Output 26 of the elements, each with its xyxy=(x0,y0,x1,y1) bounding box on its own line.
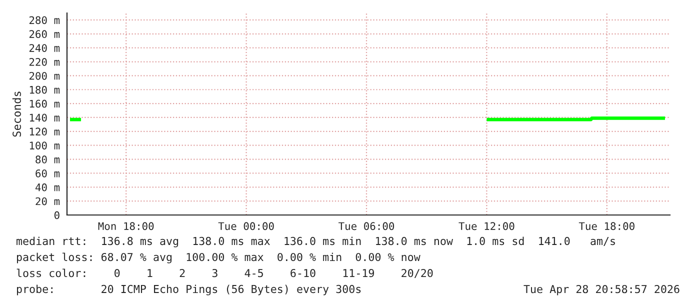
y-tick-label: 0 xyxy=(54,211,60,220)
y-tick-label: 200 m xyxy=(29,72,60,80)
y-tick-label: 160 m xyxy=(30,100,60,108)
text: median rtt: 136.8 ms avg 138.0 ms max 136.0 ms min 138.0 ms now 1.0 ms sd 141.0 am/s xyxy=(16,236,615,248)
x-tick-label: Tue 12:00 xyxy=(458,222,514,230)
y-tick-label: 80 m xyxy=(36,156,60,164)
y-tick-label: 120 m xyxy=(30,128,60,136)
y-axis-title: Seconds xyxy=(12,92,21,137)
y-tick-label: 280 m xyxy=(29,16,60,24)
x-tick-label: Tue 06:00 xyxy=(338,222,394,230)
y-tick-label: 100 m xyxy=(30,142,60,150)
x-tick-label: Tue 00:00 xyxy=(218,222,274,230)
y-tick-label: 60 m xyxy=(36,169,60,178)
x-tick-label: Tue 18:00 xyxy=(578,222,634,230)
text: loss color: 0 1 2 3 4-5 6-10 11-19 20/20 xyxy=(16,268,433,278)
y-tick-label: 180 m xyxy=(30,86,60,94)
text: Tue Apr 28 20:58:57 2026 xyxy=(524,284,680,296)
text: packet loss: 68.07 % avg 100.00 % max 0.00 % min 0.00 % now xyxy=(17,252,420,264)
y-tick-label: 220 m xyxy=(29,58,60,66)
y-tick-label: 40 m xyxy=(35,183,60,192)
y-tick-label: 240 m xyxy=(29,44,60,52)
y-tick-label: 140 m xyxy=(30,114,60,122)
text: probe: 20 ICMP Echo Pings (56 Bytes) every 300s xyxy=(17,284,361,296)
y-tick-label: 260 m xyxy=(29,30,60,38)
x-tick-label: Mon 18:00 xyxy=(98,222,154,230)
y-tick-label: 20 m xyxy=(36,197,60,206)
